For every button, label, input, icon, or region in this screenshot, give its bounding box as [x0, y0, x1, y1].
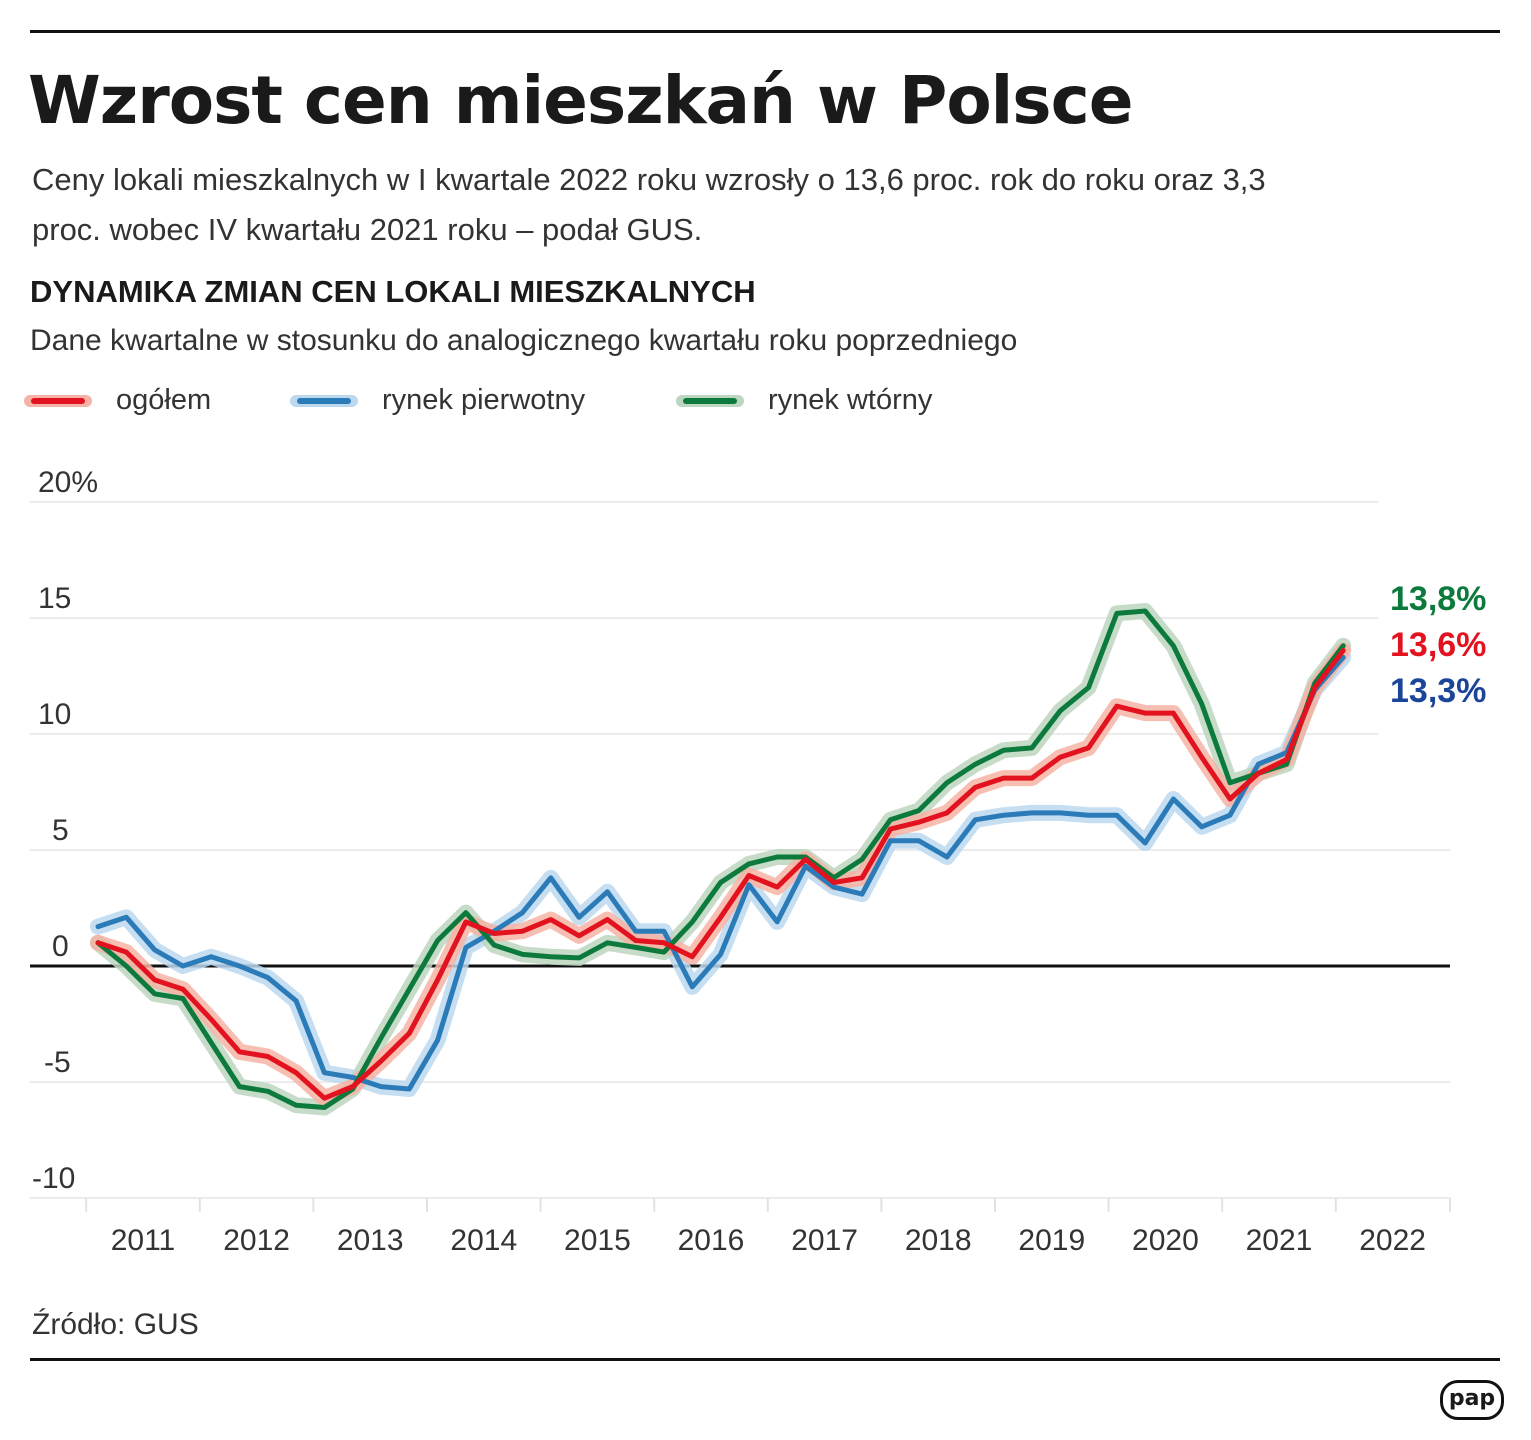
end-label-rynek-wtorny: 13,8%	[1390, 580, 1486, 618]
page-title: Wzrost cen mieszkań w Polsce	[28, 62, 1133, 139]
series-halo-rynek-wtórny	[90, 603, 1352, 1116]
series-line-ogółem	[95, 648, 1346, 1101]
x-tick-label: 2022	[1359, 1224, 1426, 1257]
x-tick-label: 2020	[1132, 1224, 1199, 1257]
legend-label: rynek wtórny	[768, 384, 933, 416]
x-axis: 2011 2012 2013 2014 2015 2016 2017 2018 2019 2020…	[30, 1197, 1451, 1257]
legend-swatch-ogolem	[24, 394, 92, 407]
series-line-rynek-wtórny	[95, 608, 1346, 1110]
pap-logo: pap	[1440, 1380, 1504, 1420]
x-tick-label: 2016	[678, 1224, 745, 1257]
series-line-rynek-pierwotny	[95, 654, 1346, 1092]
chart-subtitle: Dane kwartalne w stosunku do analogiczne…	[30, 324, 1018, 357]
x-tick-label: 2017	[791, 1224, 858, 1257]
y-tick-label: 10	[38, 698, 71, 731]
chart-title: DYNAMIKA ZMIAN CEN LOKALI MIESZKALNYCH	[30, 274, 756, 309]
x-tick-label: 2021	[1246, 1224, 1313, 1257]
legend-item-rynek-pierwotny: rynek pierwotny	[290, 384, 585, 417]
x-tick-label: 2019	[1018, 1224, 1085, 1257]
y-tick-label: -5	[44, 1046, 71, 1079]
x-tick-label: 2013	[337, 1224, 404, 1257]
end-label-rynek-pierwotny: 13,3%	[1390, 672, 1486, 710]
x-tick-label: 2015	[564, 1224, 631, 1257]
subtitle: Ceny lokali mieszkalnych w I kwartale 20…	[32, 162, 1266, 247]
y-tick-label: 20%	[38, 466, 98, 499]
bottom-rule	[30, 1358, 1500, 1361]
y-axis-labels: 20% 15 10 5 0 -5 -10	[32, 466, 98, 1195]
source-note: Źródło: GUS	[32, 1308, 199, 1341]
x-tick-label: 2011	[111, 1224, 176, 1257]
end-label-ogolem: 13,6%	[1390, 626, 1486, 664]
legend-label: ogółem	[116, 384, 212, 416]
y-tick-label: 5	[52, 814, 69, 847]
top-rule	[30, 30, 1500, 33]
y-tick-label: 15	[38, 582, 71, 615]
y-tick-label: -10	[32, 1162, 75, 1195]
legend-item-rynek-wtorny: rynek wtórny	[676, 384, 932, 417]
legend-swatch-rynek-wtorny	[676, 394, 744, 407]
legend-swatch-rynek-pierwotny	[290, 394, 358, 407]
y-tick-label: 0	[52, 930, 69, 963]
legend-label: rynek pierwotny	[382, 384, 586, 416]
x-tick-label: 2014	[450, 1224, 517, 1257]
legend-item-ogolem: ogółem	[24, 384, 211, 417]
x-tick-label: 2012	[223, 1224, 290, 1257]
x-tick-label: 2018	[905, 1224, 972, 1257]
series-lines	[90, 603, 1352, 1116]
